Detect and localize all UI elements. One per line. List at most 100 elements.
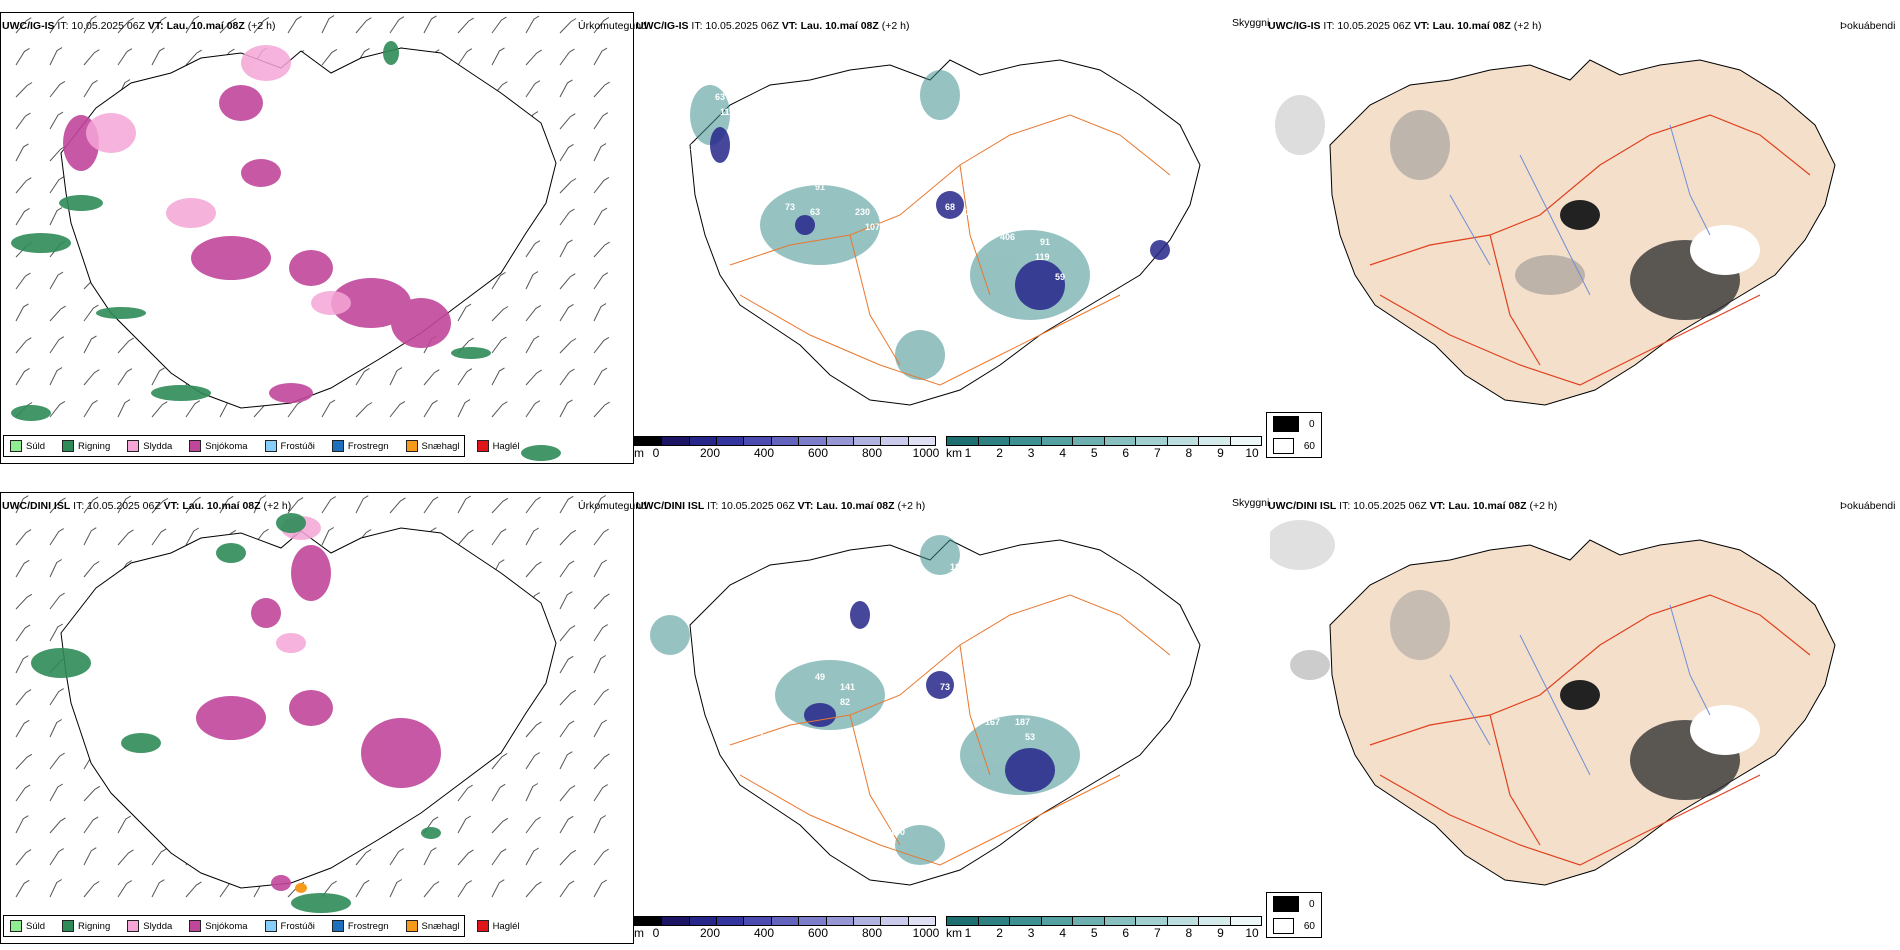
colorbar-tick-label: 600 [807,926,829,940]
wind-barb [151,47,165,66]
wind-barb [593,753,610,770]
wind-barb [559,208,575,226]
ceiling-value-label: 26 [945,597,955,607]
colorbar-ticks: m 0 200 400 600 800 1000 [634,926,939,940]
colorbar-step [635,437,663,445]
legend-label: Snæhagl [421,440,460,452]
wind-barb [491,783,506,802]
iceland-coastline [689,59,1201,406]
ceiling-value-label: 91 [1040,237,1050,247]
wind-barb [321,48,338,66]
wind-barb [49,592,65,610]
wind-barb [15,495,29,514]
colorbar-tick-label: 3 [1027,446,1035,460]
wind-barb [491,879,505,898]
wind-barb [83,369,100,386]
wind-barb [83,527,97,546]
legend-label: Frostregn [347,440,389,452]
wind-barb [15,17,32,34]
wind-barb [525,783,539,802]
wind-barb [15,207,30,226]
wind-barb [389,400,406,418]
ceiling-value-label: 16 [900,227,910,237]
wind-barb [491,16,507,34]
wind-barb [117,495,132,514]
legend-label: Rigning [78,440,111,452]
wind-barb [593,719,608,738]
wind-barb [49,783,64,802]
wind-barb [525,304,542,322]
wind-barb [117,337,134,354]
legend-swatch [331,440,344,452]
visibility-colorbar-1: km 1 2 3 4 5 6 7 8 9 10 [946,436,1262,460]
wind-barb [525,816,541,834]
wind-barb [525,15,540,34]
wind-barb [15,47,30,66]
wind-barb [491,753,508,770]
colorbar-unit: m [634,446,644,460]
wind-barb [15,784,31,802]
legend-swatch [10,920,22,932]
colorbar-ticks: km 1 2 3 4 5 6 7 8 9 10 [946,926,1262,940]
wind-barb [525,80,541,98]
colorbar-step [1010,917,1042,925]
wind-barb [423,15,437,34]
legend-item: Snæhagl [405,920,460,932]
panel-title-precip-type: Úrkomutegund [578,20,647,32]
legend-item: Frostúði [264,440,315,452]
colorbar-step [978,917,1010,925]
wind-barb [15,689,32,706]
wind-barb [593,143,607,162]
fog-areas [1270,520,1760,800]
colorbar-tick-label: 10 [1245,446,1259,460]
wind-barb [83,881,100,898]
wind-barb [49,80,66,98]
precip-type-panel-1: Súld Rigning Slydda Snjókoma Frostúði Frostre… [0,12,634,464]
wind-barb [49,400,66,418]
wind-barb [457,784,473,802]
wind-barb [593,688,609,706]
wind-barb [355,879,370,898]
wind-barb [593,655,607,674]
valid-time-label: VT: [147,20,164,32]
panel-title-fog: Þokuábendi [1840,20,1896,32]
precip-snow [196,545,441,891]
colorbar-step [1073,437,1105,445]
wind-barb [117,368,133,386]
wind-barb [559,18,577,34]
wind-barb [593,559,608,578]
header-row-2-c: UWC/DINI ISL IT: 10.05.2025 06Z VT: Lau.… [1268,500,1557,512]
colorbar-step [881,437,909,445]
colorbar-tick-label: 400 [753,446,775,460]
init-time: IT: 10.05.2025 06Z [707,500,795,512]
wind-barb [559,689,577,706]
legend-swatch [189,920,202,932]
wind-barb [525,881,542,898]
init-time: IT: 10.05.2025 06Z [691,20,779,32]
legend-item: Slydda [127,920,172,932]
model-name: UWC/IG-IS [2,20,55,32]
colorbar-unit: km [946,446,962,460]
wind-barb [15,849,32,866]
wind-barb [491,47,505,66]
ceiling-value-label: 119 [1035,252,1050,262]
wind-barb [593,272,609,290]
init-time: IT: 10.05.2025 06Z [1323,20,1411,32]
ceiling-value-label: 232 [855,142,870,152]
ceiling-value-label: 790 [970,49,985,59]
wind-barb [185,496,201,514]
fog-legend-swatch [1273,438,1294,454]
legend-label: Haglél [492,440,520,452]
wind-barb [117,849,134,866]
wind-barb [49,719,63,738]
wind-barb [491,401,508,418]
colorbar-tick-label: 1 [964,446,972,460]
wind-barb [559,273,576,290]
valid-time: Lau. 10.maí 08Z [1448,500,1527,512]
wind-barb [15,143,29,162]
legend-label: Frostúði [280,920,315,932]
legend-label: Rigning [78,920,111,932]
